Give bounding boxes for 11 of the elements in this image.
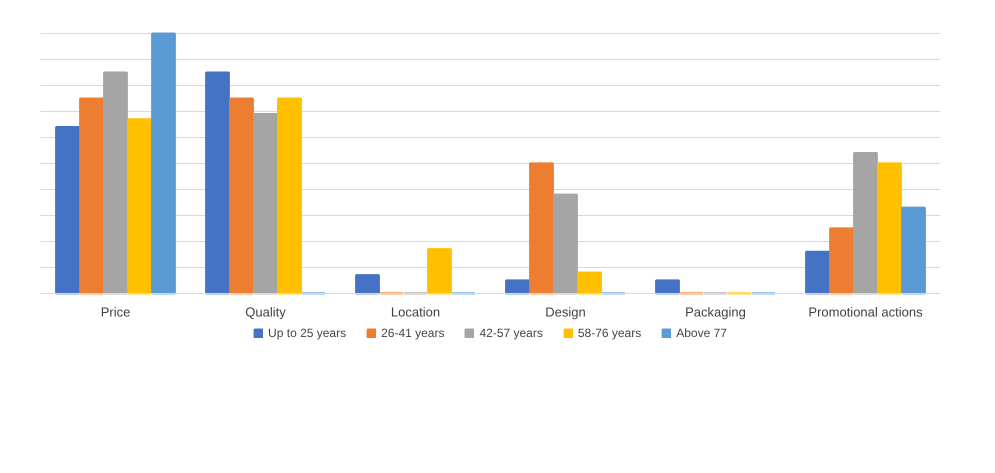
x-tick-label: Packaging — [685, 304, 746, 320]
legend-label: 42-57 years — [479, 326, 543, 340]
x-tick-label: Price — [100, 304, 130, 320]
legend-label: Up to 25 years — [268, 326, 346, 340]
x-tick-label: Quality — [245, 304, 286, 320]
legend-label: 58-76 years — [578, 326, 642, 340]
legend-label: 26-41 years — [381, 326, 444, 340]
x-tick-label: Location — [390, 304, 440, 320]
legend-label: Above 77 — [676, 326, 727, 340]
x-tick-label: Promotional actions — [808, 304, 924, 320]
x-tick-label: Design — [545, 304, 586, 320]
